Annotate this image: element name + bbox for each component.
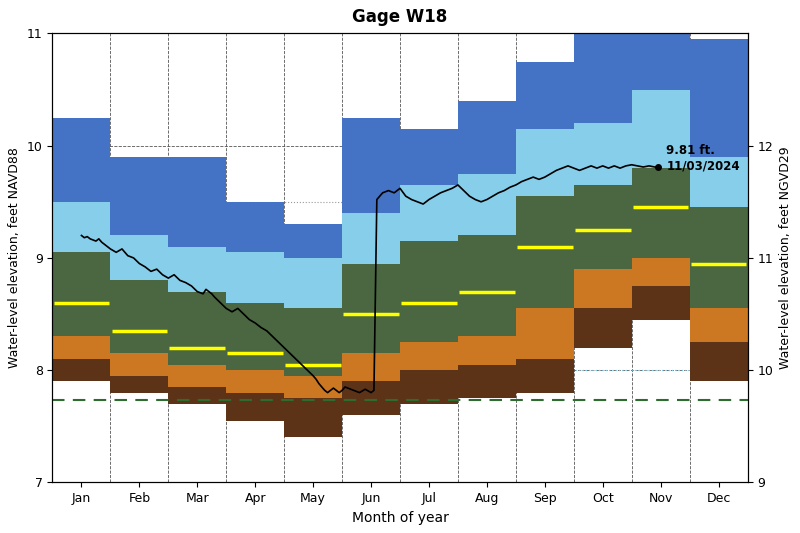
Bar	[226, 393, 284, 421]
Text: 9.81 ft.
11/03/2024: 9.81 ft. 11/03/2024	[666, 144, 740, 172]
Bar	[574, 28, 632, 123]
Y-axis label: Water-level elevation, feet NGVD29: Water-level elevation, feet NGVD29	[778, 147, 792, 369]
Bar	[284, 224, 342, 258]
Bar	[284, 398, 342, 438]
Bar	[342, 382, 400, 415]
Bar	[110, 236, 168, 280]
Bar	[458, 365, 516, 398]
Bar	[690, 207, 747, 309]
Bar	[690, 309, 747, 342]
Bar	[516, 309, 574, 359]
Bar	[458, 174, 516, 236]
Bar	[342, 353, 400, 382]
Bar	[574, 123, 632, 185]
Bar	[574, 309, 632, 348]
Bar	[516, 61, 574, 129]
Title: Gage W18: Gage W18	[352, 9, 448, 26]
Bar	[632, 258, 690, 286]
Bar	[516, 129, 574, 196]
Bar	[110, 376, 168, 393]
Bar	[284, 309, 342, 376]
Bar	[110, 353, 168, 376]
Bar	[458, 236, 516, 336]
Bar	[516, 196, 574, 309]
Bar	[226, 303, 284, 370]
Bar	[110, 280, 168, 353]
Bar	[632, 90, 690, 168]
Bar	[53, 202, 110, 252]
Bar	[458, 336, 516, 365]
Bar	[168, 365, 226, 387]
Y-axis label: Water-level elevation, feet NAVD88: Water-level elevation, feet NAVD88	[8, 148, 22, 368]
Bar	[53, 252, 110, 336]
Bar	[516, 359, 574, 393]
Bar	[168, 157, 226, 247]
Bar	[168, 247, 226, 292]
Bar	[342, 118, 400, 213]
Bar	[690, 39, 747, 157]
Bar	[226, 252, 284, 303]
Bar	[458, 101, 516, 174]
Bar	[226, 202, 284, 252]
X-axis label: Month of year: Month of year	[351, 511, 449, 524]
Bar	[400, 241, 458, 342]
Bar	[400, 129, 458, 185]
Bar	[284, 376, 342, 398]
Bar	[574, 269, 632, 309]
Bar	[53, 118, 110, 202]
Bar	[400, 342, 458, 370]
Bar	[226, 370, 284, 393]
Bar	[400, 370, 458, 404]
Bar	[400, 185, 458, 241]
Bar	[342, 263, 400, 353]
Bar	[632, 168, 690, 258]
Bar	[168, 387, 226, 404]
Bar	[342, 213, 400, 263]
Bar	[53, 336, 110, 359]
Bar	[690, 342, 747, 382]
Bar	[168, 292, 226, 365]
Bar	[690, 157, 747, 207]
Bar	[574, 185, 632, 269]
Bar	[632, 286, 690, 320]
Bar	[53, 359, 110, 382]
Bar	[110, 157, 168, 236]
Bar	[632, 22, 690, 90]
Bar	[284, 258, 342, 309]
